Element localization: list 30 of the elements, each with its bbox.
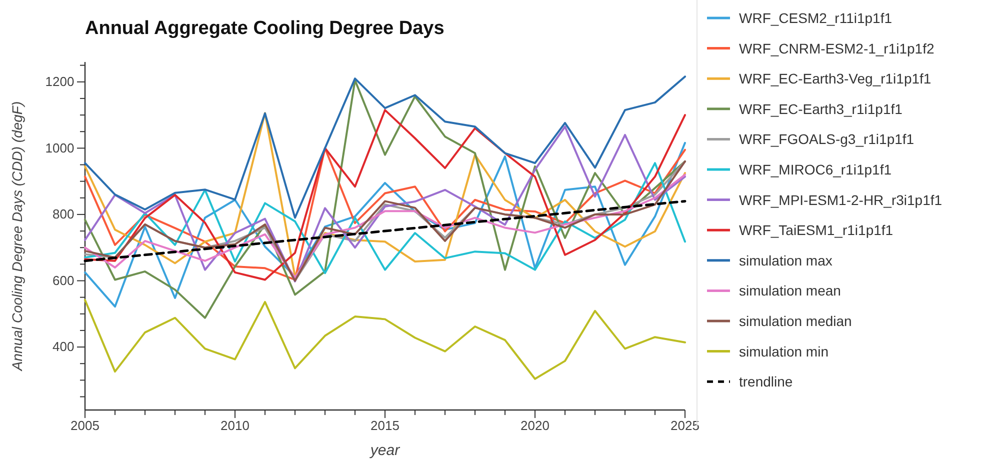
legend-label: WRF_CESM2_r11i1p1f1: [739, 10, 892, 26]
x-tick-label: 2005: [70, 418, 100, 433]
legend-label: simulation mean: [739, 282, 841, 299]
legend-label: WRF_FGOALS-g3_r1i1p1f1: [739, 131, 914, 148]
legend-label: WRF_MIROC6_r1i1p1f1: [739, 162, 892, 178]
legend-label: WRF_EC-Earth3-Veg_r1i1p1f1: [739, 70, 932, 87]
line-series: [84, 76, 686, 219]
legend-label: simulation median: [739, 313, 852, 329]
legend-label: simulation min: [739, 343, 828, 360]
legend-label: WRF_CNRM-ESM2-1_r1i1p1f2: [739, 40, 934, 56]
legend-label: trendline: [739, 374, 793, 390]
x-tick-label: 2010: [220, 418, 250, 433]
legend-label: WRF_TaiESM1_r1i1p1f1: [739, 222, 894, 238]
line-series: [84, 142, 686, 308]
x-tick-label: 2025: [670, 418, 700, 433]
x-axis-title: year: [369, 442, 401, 459]
y-tick-label: 800: [52, 206, 74, 222]
x-tick-label: 2015: [370, 418, 400, 433]
chart-title: Annual Aggregate Cooling Degree Days: [85, 18, 444, 39]
legend-label: WRF_EC-Earth3_r1i1p1f1: [739, 100, 903, 117]
legend-label: simulation max: [739, 252, 832, 268]
y-tick-label: 600: [52, 272, 74, 288]
y-axis-title: Annual Cooling Degree Days (CDD) (degF): [9, 101, 25, 372]
y-tick-label: 400: [52, 339, 74, 354]
y-tick-label: 1200: [45, 74, 74, 90]
y-tick-label: 1000: [45, 140, 74, 156]
x-tick-label: 2020: [520, 418, 550, 433]
line-series: [84, 298, 686, 380]
line-series: [84, 79, 686, 319]
legend-label: WRF_MPI-ESM1-2-HR_r3i1p1f1: [739, 192, 942, 208]
